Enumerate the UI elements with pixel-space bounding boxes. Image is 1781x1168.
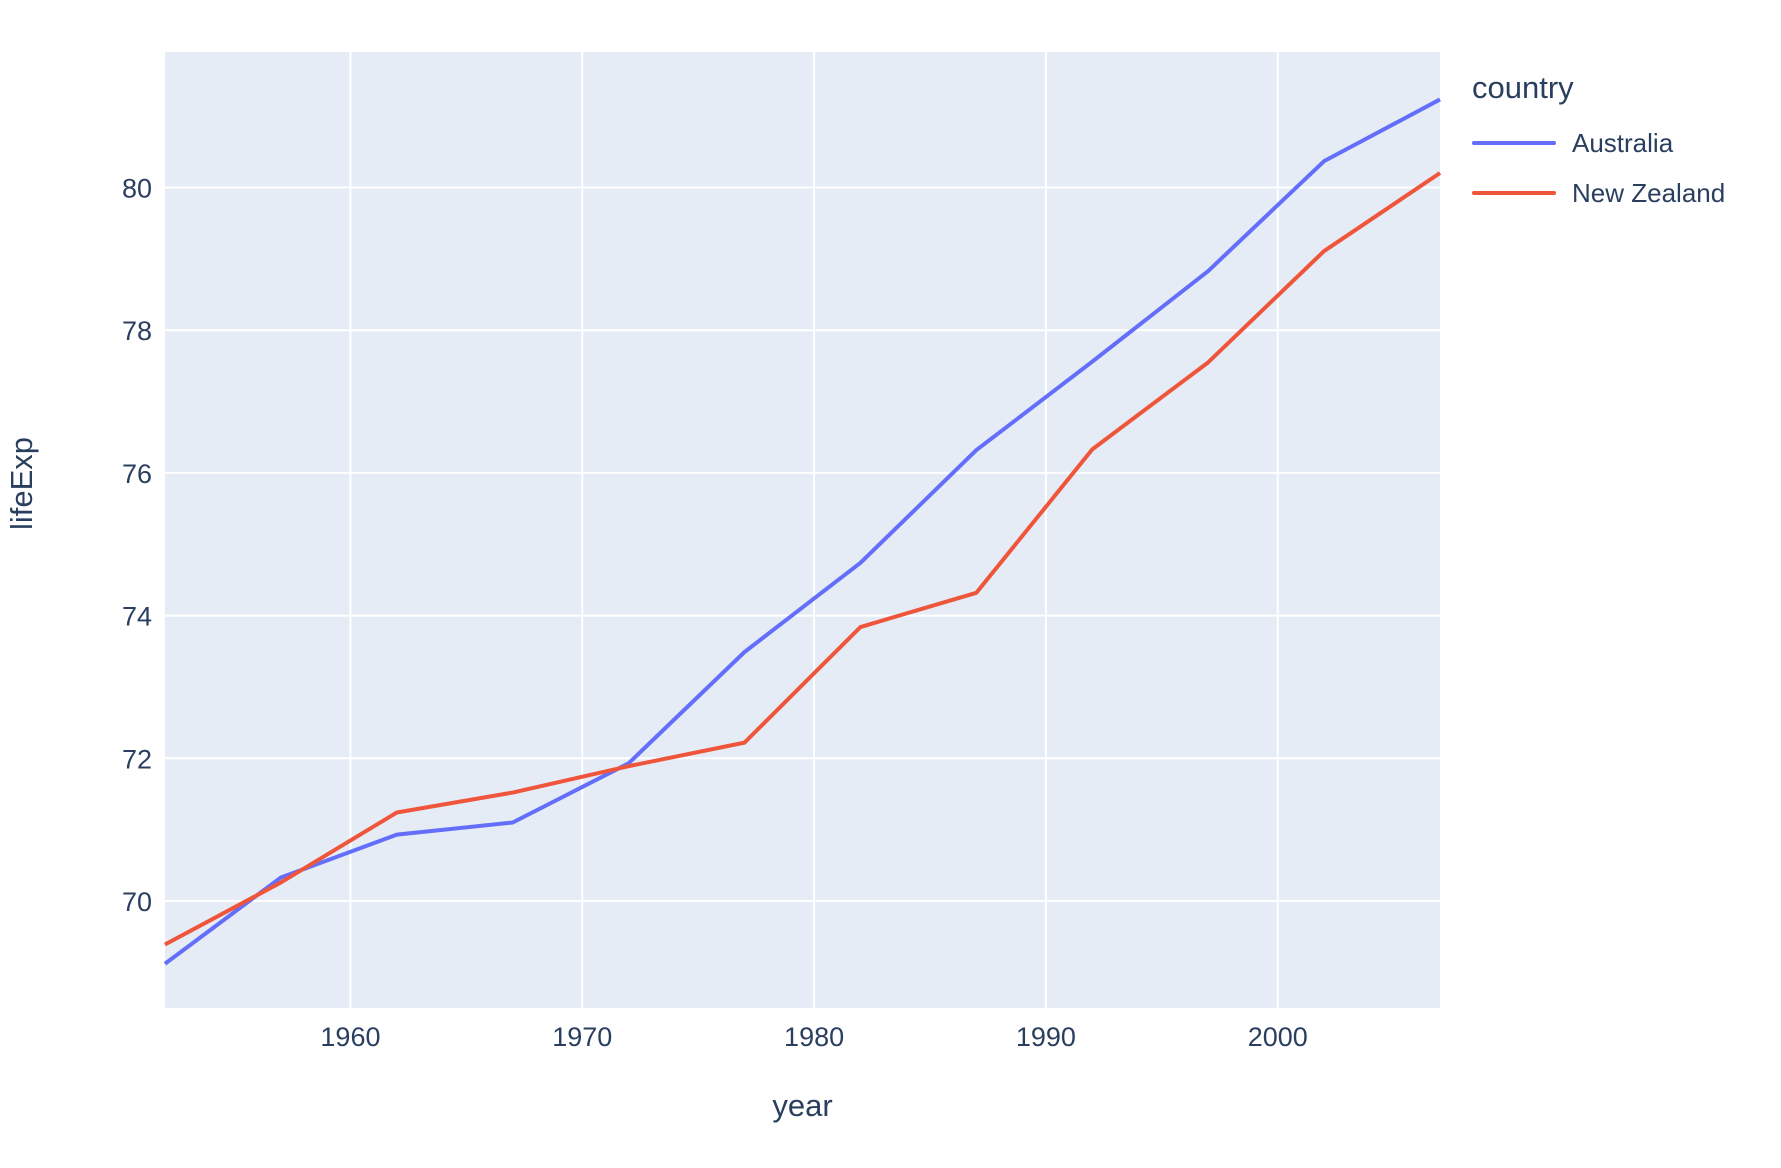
x-tick-label: 1990 xyxy=(1016,1022,1076,1052)
line-australia[interactable] xyxy=(163,97,1441,966)
y-tick-label: 80 xyxy=(122,174,152,204)
y-tick-label: 74 xyxy=(122,602,152,632)
y-tick-label: 72 xyxy=(122,744,152,774)
new-zealand-line-swatch-icon xyxy=(1472,191,1556,195)
legend-title: country xyxy=(1472,70,1574,105)
x-tick-label: 2000 xyxy=(1248,1022,1308,1052)
legend: country Australia New Zealand xyxy=(1472,70,1725,218)
australia-line-swatch-icon xyxy=(1472,141,1556,145)
y-tick-label: 78 xyxy=(122,316,152,346)
y-axis-title-text: lifeExp xyxy=(4,436,39,530)
legend-item-australia[interactable]: Australia xyxy=(1472,118,1725,168)
legend-item-new-zealand[interactable]: New Zealand xyxy=(1472,168,1725,218)
plot-area[interactable] xyxy=(165,52,1440,1008)
x-tick-label: 1960 xyxy=(320,1022,380,1052)
x-tick-label: 1970 xyxy=(552,1022,612,1052)
legend-label-new-zealand: New Zealand xyxy=(1572,177,1726,208)
x-axis-title: year xyxy=(772,1088,833,1123)
y-tick-label: 76 xyxy=(122,459,152,489)
y-tick-label: 70 xyxy=(122,887,152,917)
line-new-zealand[interactable] xyxy=(164,171,1442,947)
x-tick-label: 1980 xyxy=(784,1022,844,1052)
legend-label-australia: Australia xyxy=(1572,127,1674,158)
